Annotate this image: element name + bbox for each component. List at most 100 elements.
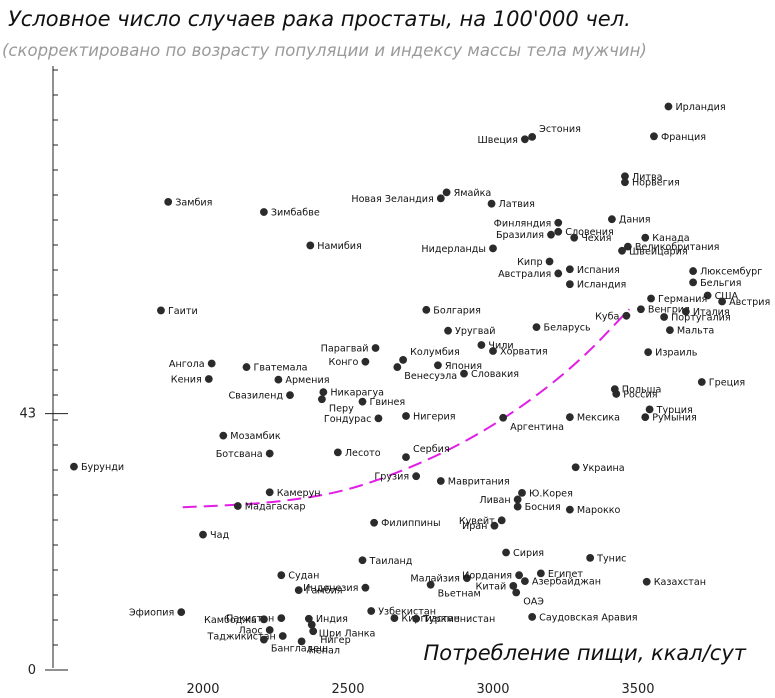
- data-point-label: Сербия: [413, 444, 450, 455]
- data-point: [489, 244, 497, 253]
- trend-line: [182, 308, 631, 509]
- data-point: [277, 614, 286, 623]
- data-point-label: Бангладеш: [271, 644, 328, 655]
- data-point-label: Чили: [488, 341, 513, 352]
- data-point: [703, 291, 712, 300]
- data-point: [277, 571, 286, 580]
- data-point-label: Камерун: [277, 488, 321, 499]
- data-point: [265, 449, 274, 458]
- data-point: [402, 412, 410, 420]
- data-point-label: Замбия: [175, 197, 212, 208]
- data-point-label: Болгария: [433, 305, 481, 316]
- data-point: [681, 307, 690, 316]
- data-point-label: Вьетнам: [438, 589, 481, 600]
- data-point-label: Мозамбик: [230, 431, 281, 442]
- data-point-label: Россия: [623, 389, 657, 400]
- data-point: [718, 297, 726, 306]
- y-tick-label: 0: [28, 663, 36, 678]
- data-point-label: Ливан: [479, 495, 510, 506]
- data-point: [477, 341, 486, 349]
- data-point: [612, 390, 621, 398]
- data-point-label: Камбоджа: [204, 615, 257, 626]
- data-point-label: Аргентина: [510, 422, 564, 433]
- data-point-label: Узбекистан: [378, 606, 436, 617]
- data-point-label: Гвинея: [370, 397, 406, 408]
- data-point-label: Чад: [210, 530, 229, 541]
- data-point-label: Непал: [309, 645, 340, 656]
- data-point-label: Германия: [658, 294, 707, 305]
- data-point-label: Египет: [548, 569, 584, 580]
- data-point-label: Кения: [171, 375, 202, 386]
- data-point-label: Словения: [565, 227, 614, 238]
- data-point: [371, 344, 380, 352]
- data-point: [204, 375, 213, 383]
- data-point-label: Кипр: [517, 257, 542, 268]
- data-point: [333, 448, 342, 457]
- data-point-label: Венгрия: [648, 305, 690, 316]
- data-point: [547, 230, 555, 239]
- data-point-label: Таджикистан: [206, 632, 275, 643]
- data-point: [664, 102, 673, 111]
- data-point: [554, 218, 563, 227]
- data-point-label: Люксембург: [700, 267, 762, 278]
- data-point: [436, 477, 445, 485]
- data-point-label: Гондурас: [324, 414, 372, 425]
- x-axis-ticks: 2000 2500 3000 3500: [186, 682, 654, 697]
- data-point: [442, 188, 451, 197]
- data-point-label: Ангола: [169, 359, 205, 370]
- data-point: [490, 521, 499, 530]
- data-point-label: Словакия: [471, 369, 519, 380]
- data-point-label: Беларусь: [544, 323, 592, 334]
- data-point: [532, 323, 541, 332]
- data-point-label: США: [715, 291, 739, 302]
- data-point: [660, 313, 668, 321]
- data-point: [434, 361, 442, 370]
- data-point: [689, 267, 697, 275]
- data-point-label: Парагвай: [321, 343, 369, 354]
- data-point-label: Кувейт: [459, 516, 495, 527]
- data-point: [645, 405, 654, 414]
- data-point-label: Гамбия: [306, 586, 343, 597]
- data-point: [502, 548, 510, 557]
- data-point: [621, 178, 629, 187]
- data-point-label: Мексика: [577, 413, 620, 424]
- data-point-label: Зимбабве: [271, 208, 320, 219]
- data-point-label: Азербайджан: [532, 577, 601, 588]
- data-point-label: Нигер: [320, 635, 350, 646]
- chart-subtitle: (скорректировано по возрасту популяции и…: [2, 41, 647, 60]
- data-point-label: Ботсвана: [216, 449, 263, 460]
- data-point: [586, 553, 595, 562]
- data-point-label: Иран: [462, 521, 487, 532]
- data-point: [565, 413, 574, 422]
- data-point: [286, 391, 294, 400]
- data-point: [499, 413, 508, 422]
- data-point: [361, 583, 370, 592]
- data-point: [565, 280, 574, 289]
- data-point: [70, 462, 78, 471]
- data-point: [297, 637, 306, 646]
- data-point: [304, 614, 313, 623]
- data-point-label: Исландия: [577, 280, 626, 291]
- data-point-label: Хорватия: [500, 346, 548, 357]
- data-point-label: Дания: [619, 215, 651, 226]
- data-point: [536, 569, 545, 578]
- data-point: [207, 359, 216, 368]
- data-point-label: Украина: [583, 463, 625, 474]
- x-tick-label: 2000: [186, 682, 219, 697]
- data-point: [689, 278, 697, 287]
- data-point-label: Испания: [577, 265, 620, 276]
- data-point-label: Бразилия: [496, 230, 544, 241]
- data-point: [463, 574, 471, 583]
- data-point-label: Никарагуа: [330, 388, 384, 399]
- data-point: [641, 233, 650, 242]
- data-point: [642, 577, 651, 586]
- data-point-label: Колумбия: [410, 347, 460, 358]
- data-point-label: Франция: [661, 132, 706, 143]
- data-point: [265, 626, 274, 634]
- data-point: [374, 414, 383, 423]
- data-point-label: Япония: [445, 361, 482, 372]
- data-point-label: Намибия: [317, 241, 362, 252]
- data-point: [528, 133, 537, 141]
- data-point-label: Нигерия: [413, 411, 456, 422]
